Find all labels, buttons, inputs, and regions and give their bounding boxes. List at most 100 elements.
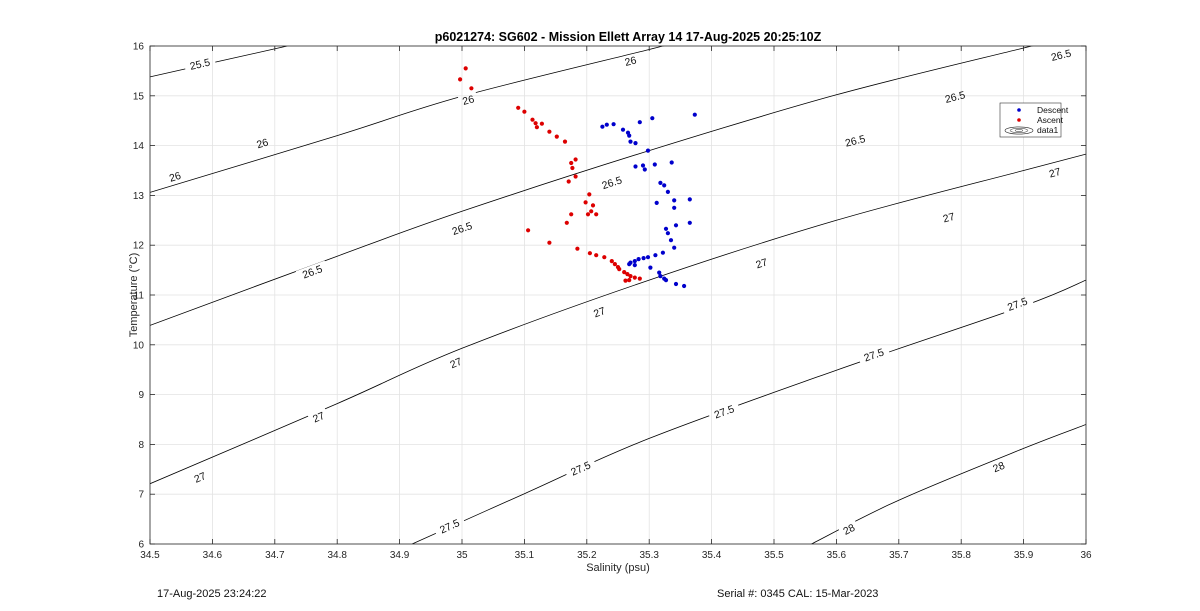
descent-point xyxy=(645,255,651,260)
isopycnal-label: 26 xyxy=(461,93,476,108)
descent-point xyxy=(636,257,641,262)
descent-point xyxy=(658,274,663,279)
descent-point xyxy=(627,133,632,138)
legend-entry-data1: data1 xyxy=(1037,125,1059,135)
y-tick-label: 10 xyxy=(133,340,145,351)
descent-point xyxy=(668,238,674,243)
descent-point xyxy=(627,262,632,267)
ascent-point xyxy=(587,251,593,256)
descent-point xyxy=(669,160,674,165)
ascent-point xyxy=(627,278,632,283)
descent-point xyxy=(682,283,687,289)
data-points xyxy=(458,66,697,289)
isopycnal-label: 27 xyxy=(942,211,957,226)
x-tick-label: 35.7 xyxy=(889,550,909,561)
footer-serial-cal: Serial #: 0345 CAL: 15-Mar-2023 xyxy=(717,588,879,600)
isopycnal-label: 26 xyxy=(624,54,638,69)
ascent-point xyxy=(469,86,474,91)
y-tick-label: 6 xyxy=(138,540,144,551)
ascent-point xyxy=(573,157,578,162)
descent-point xyxy=(663,278,669,283)
descent-point xyxy=(665,189,671,194)
ascent-point xyxy=(594,253,599,258)
legend-contour-icon-inner xyxy=(1009,128,1029,133)
y-tick-label: 8 xyxy=(138,440,144,451)
isopycnal-line-25.5 xyxy=(150,46,288,78)
ascent-point xyxy=(533,121,538,126)
isopycnal-label: 26 xyxy=(168,170,183,185)
x-tick-label: 35.4 xyxy=(702,550,722,561)
descent-point xyxy=(642,167,647,172)
ascent-point xyxy=(539,121,545,126)
ascent-point xyxy=(594,212,599,217)
descent-point xyxy=(687,197,692,202)
ascent-point xyxy=(590,203,596,208)
footer-timestamp: 17-Aug-2025 23:24:22 xyxy=(157,588,267,600)
ascent-point xyxy=(516,105,521,110)
ascent-point xyxy=(569,212,574,217)
ascent-point xyxy=(534,125,540,130)
legend-marker-ascent xyxy=(1017,118,1021,122)
x-tick-label: 35 xyxy=(456,550,468,561)
isopycnal-label: 26.5 xyxy=(844,133,867,150)
descent-point xyxy=(620,127,626,132)
y-tick-label: 11 xyxy=(134,291,145,302)
descent-point xyxy=(665,231,671,236)
descent-point xyxy=(633,141,638,146)
legend-marker-descent xyxy=(1017,108,1021,112)
isopycnal-label: 27 xyxy=(1048,166,1063,181)
x-tick-label: 35.1 xyxy=(515,550,535,561)
descent-point xyxy=(687,220,692,225)
descent-point xyxy=(604,122,609,127)
legend: Descent Ascent data1 xyxy=(999,102,1069,138)
x-tick-label: 34.7 xyxy=(265,550,285,561)
descent-point xyxy=(600,124,605,129)
ascent-point xyxy=(530,117,535,122)
isopycnal-label: 27 xyxy=(192,470,208,486)
descent-point xyxy=(663,226,669,231)
descent-point xyxy=(654,200,659,205)
ascent-point xyxy=(547,129,552,134)
isopycnal-line-26.5 xyxy=(150,46,1034,326)
y-tick-label: 7 xyxy=(138,490,144,501)
x-tick-label: 34.9 xyxy=(390,550,410,561)
descent-point xyxy=(673,281,679,287)
descent-point xyxy=(662,183,667,188)
descent-point xyxy=(657,270,662,275)
descent-point xyxy=(672,245,677,250)
ascent-point xyxy=(522,109,527,114)
x-tick-label: 34.8 xyxy=(327,550,347,561)
x-tick-label: 35.3 xyxy=(639,550,659,561)
descent-point xyxy=(660,250,666,255)
descent-point xyxy=(641,256,646,261)
ascent-point xyxy=(589,209,594,214)
isopycnal-line-28 xyxy=(811,424,1086,544)
descent-point xyxy=(628,139,633,144)
isopycnal-label: 27 xyxy=(592,305,607,320)
descent-point xyxy=(632,263,637,268)
x-tick-label: 35.8 xyxy=(951,550,971,561)
ascent-point xyxy=(562,139,568,144)
y-tick-label: 16 xyxy=(133,42,145,53)
legend-contour-icon-core xyxy=(1014,129,1024,132)
y-axis-label: Temperature (°C) xyxy=(128,253,140,337)
x-tick-label: 34.6 xyxy=(203,550,223,561)
x-tick-label: 35.5 xyxy=(764,550,784,561)
isopycnal-label: 26.5 xyxy=(944,89,967,106)
descent-point xyxy=(652,162,657,167)
ascent-point xyxy=(573,174,578,179)
descent-point xyxy=(640,163,646,168)
x-axis-label: Salinity (psu) xyxy=(586,562,650,574)
descent-point xyxy=(653,253,658,258)
descent-point xyxy=(672,205,677,210)
y-tick-label: 14 xyxy=(133,141,145,152)
ascent-point xyxy=(585,212,591,217)
ascent-point xyxy=(547,240,552,245)
x-axis-ticks: 34.5 34.6 34.7 34.8 34.9 35 35.1 35.2 35.3 35.4 35… xyxy=(140,46,1092,561)
ascent-point xyxy=(564,220,569,225)
ascent-point xyxy=(609,259,614,264)
ascent-point xyxy=(628,274,633,279)
ascent-point xyxy=(554,134,559,139)
ascent-point xyxy=(623,278,628,283)
isopycnal-label: 25.5 xyxy=(189,57,212,73)
